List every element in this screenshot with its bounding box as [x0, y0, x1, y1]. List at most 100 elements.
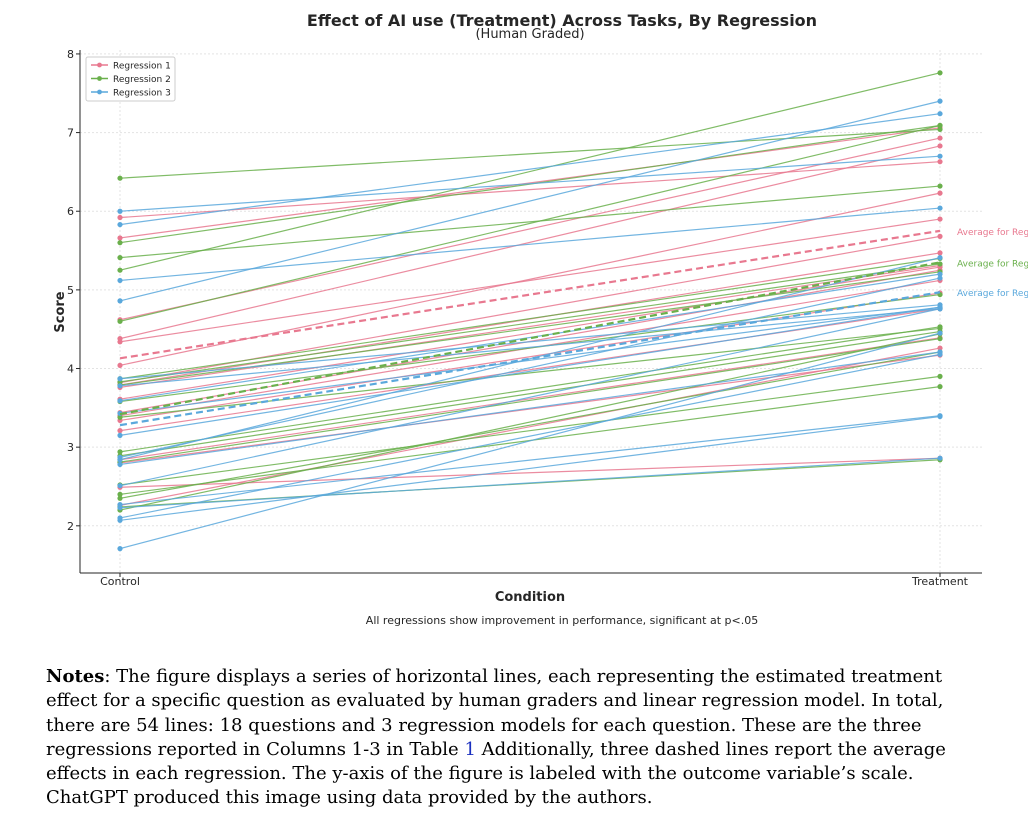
- treatment-point: [937, 70, 943, 76]
- chart-caption: All regressions show improvement in perf…: [365, 614, 759, 627]
- control-point: [117, 235, 123, 241]
- control-point: [117, 175, 123, 181]
- table-reference-link[interactable]: 1: [464, 738, 476, 760]
- legend-swatch-marker: [97, 89, 102, 95]
- series-line: [119, 257, 941, 461]
- average-line: [119, 229, 941, 360]
- treatment-point: [937, 111, 943, 117]
- series-line: [119, 330, 941, 457]
- series-line: [119, 100, 941, 302]
- series-line: [119, 124, 941, 322]
- treatment-point: [937, 255, 943, 261]
- series-line: [119, 338, 941, 463]
- control-point: [117, 517, 123, 523]
- y-tick-label: 2: [67, 520, 74, 533]
- control-point: [117, 483, 123, 489]
- y-axis-label: Score: [53, 291, 68, 332]
- treatment-point: [937, 330, 943, 336]
- series-line: [119, 351, 941, 499]
- treatment-point: [937, 143, 943, 149]
- series-line: [119, 266, 941, 400]
- treatment-point: [937, 250, 943, 256]
- legend-swatch-marker: [97, 76, 102, 81]
- tick-layer: 2 3 4 5 6 7 8 Control Treatment: [67, 48, 969, 588]
- chart-plot: Average for Reg Average for Reg Average fo…: [53, 48, 1028, 605]
- series-line: [119, 351, 941, 466]
- control-point: [117, 214, 123, 221]
- series-line: [119, 273, 941, 402]
- legend-label: Regression 1: [113, 62, 171, 72]
- control-point: [117, 432, 123, 438]
- control-point: [117, 428, 123, 434]
- treatment-point: [937, 336, 943, 342]
- series-line: [119, 161, 941, 219]
- chart-subtitle: (Human Graded): [475, 27, 585, 42]
- treatment-point: [937, 455, 943, 461]
- series-line: [119, 293, 941, 403]
- series-line: [119, 415, 941, 521]
- x-tick-label: Treatment: [911, 575, 969, 588]
- treatment-point: [937, 216, 943, 222]
- series-line: [119, 292, 941, 422]
- control-point: [117, 255, 123, 261]
- series-line: [119, 207, 941, 282]
- control-point: [117, 277, 123, 284]
- series-line: [119, 218, 941, 343]
- series-line: [119, 72, 941, 271]
- treatment-point: [937, 135, 943, 141]
- average-label: Average for Reg: [957, 228, 1028, 238]
- grid-layer: [80, 50, 982, 573]
- treatment-point: [937, 126, 943, 133]
- control-point: [117, 491, 123, 497]
- series-line: [119, 375, 941, 486]
- series-line: [119, 326, 941, 453]
- treatment-point: [937, 345, 943, 351]
- control-point: [117, 240, 123, 246]
- control-point: [117, 505, 123, 511]
- treatment-point: [937, 205, 943, 211]
- notes-text: : The figure displays a series of horizo…: [46, 666, 944, 760]
- treatment-point: [937, 413, 943, 420]
- series-line: [119, 304, 941, 380]
- control-point: [117, 546, 123, 552]
- y-tick-label: 3: [67, 441, 74, 454]
- control-point: [117, 383, 123, 389]
- series-line: [119, 308, 941, 487]
- series-line: [119, 185, 941, 259]
- legend-label: Regression 2: [113, 75, 171, 85]
- treatment-point: [937, 306, 943, 312]
- series-line: [119, 354, 941, 464]
- series-line: [119, 306, 941, 436]
- average-label: Average for Reg: [957, 259, 1028, 269]
- notes-paragraph: Notes: The figure displays a series of h…: [46, 665, 996, 811]
- series-line: [119, 277, 941, 458]
- treatment-point: [937, 261, 943, 267]
- y-tick-label: 8: [67, 48, 74, 61]
- treatment-point: [937, 122, 943, 129]
- series-line: [119, 337, 941, 461]
- series-line: [119, 308, 941, 387]
- treatment-point: [937, 373, 943, 379]
- treatment-point: [937, 351, 943, 357]
- control-point: [117, 362, 123, 368]
- legend: Regression 1 Regression 2 Regression 3: [85, 56, 176, 102]
- treatment-point: [937, 190, 943, 196]
- series-line: [119, 353, 941, 519]
- notes-label: Notes: [46, 666, 105, 687]
- y-tick-label: 5: [67, 284, 74, 297]
- treatment-point: [937, 324, 943, 330]
- control-point: [117, 398, 123, 404]
- control-point: [117, 208, 123, 214]
- control-point: [117, 318, 123, 324]
- series-line: [119, 113, 941, 226]
- series-line: [119, 264, 941, 388]
- control-point: [117, 221, 123, 228]
- average-layer: Average for Reg Average for Reg Average fo…: [119, 228, 1028, 427]
- notes-text-continued: Additionally, three dashed lines report …: [46, 738, 946, 809]
- x-tick-label: Control: [100, 575, 140, 588]
- treatment-point: [937, 159, 943, 165]
- y-tick-label: 6: [67, 205, 74, 218]
- control-point: [117, 298, 123, 304]
- average-label: Average for Reg: [957, 289, 1028, 299]
- average-line: [119, 291, 941, 427]
